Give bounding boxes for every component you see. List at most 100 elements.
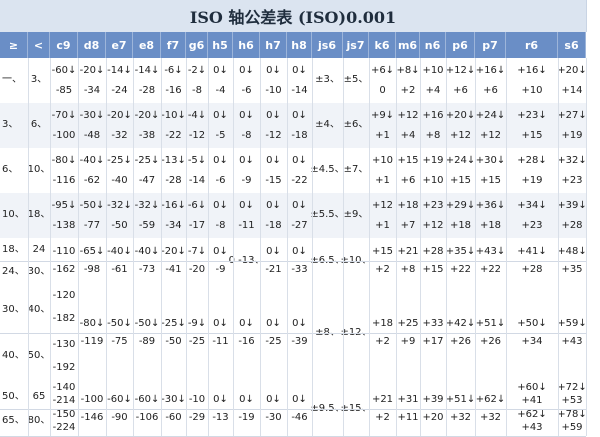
- cell-h6: -16: [238, 336, 255, 347]
- cell-g6: -17: [188, 220, 206, 231]
- column-divider: [208, 58, 209, 436]
- cell-c9: -224: [52, 422, 76, 434]
- cell-g6: -8: [192, 85, 202, 96]
- column-divider: [186, 58, 187, 436]
- cell-m6: +18: [397, 200, 419, 211]
- cell-x: 24、: [2, 265, 25, 277]
- cell-h5: 0↓: [213, 394, 228, 405]
- column-divider: [343, 58, 344, 436]
- column-header-f7: f7: [161, 32, 186, 58]
- cell-c9: -116: [52, 175, 76, 186]
- column-header-js6: js6: [312, 32, 343, 58]
- column-divider: [50, 58, 51, 436]
- cell-p7: +26: [479, 336, 502, 347]
- cell-e8: -59: [138, 220, 156, 231]
- column-divider: [28, 58, 29, 436]
- cell-c9: -130: [52, 338, 76, 350]
- column-divider: [78, 58, 79, 436]
- cell-p6: +18: [449, 220, 472, 231]
- column-header-g6: g6: [186, 32, 208, 58]
- cell-js6: ±5.5、: [310, 209, 345, 220]
- row-band: [0, 193, 586, 238]
- cell-js7: ±6、: [343, 119, 369, 130]
- cell-g6: -14: [188, 175, 206, 186]
- cell-x: 6、: [2, 164, 19, 175]
- cell-n6: +10: [422, 175, 444, 186]
- cell-x: 10、: [27, 164, 51, 175]
- cell-e7: -61: [111, 264, 128, 275]
- cell-h8: 0↓: [292, 155, 307, 166]
- cell-h6: 0↓: [239, 110, 254, 121]
- cell-f7: -50: [165, 336, 182, 347]
- cell-x: 一、: [2, 74, 22, 85]
- cell-d8: -100: [80, 394, 104, 405]
- table-title: ISO 轴公差表 (ISO)0.001: [0, 0, 587, 32]
- cell-k6: +1: [375, 220, 390, 231]
- cell-g6: -6↓: [187, 200, 207, 211]
- cell-p6: +24↓: [445, 155, 476, 166]
- cell-h8: 0↓: [292, 318, 307, 329]
- cell-h6: 0↓: [239, 200, 254, 211]
- cell-x: 24: [32, 244, 46, 256]
- cell-p6: +35↓: [445, 246, 476, 257]
- cell-h8: -33: [291, 264, 308, 275]
- cell-k6: 0: [379, 85, 386, 96]
- cell-h7: 0↓: [266, 65, 281, 76]
- cell-h7: -15: [265, 175, 282, 186]
- cell-x: 40、: [2, 349, 25, 361]
- cell-e8: -14↓: [134, 65, 160, 76]
- cell-m6: +21: [397, 246, 419, 257]
- cell-h6: -11: [238, 220, 255, 231]
- cell-k6: +2: [375, 336, 390, 347]
- cell-e8: -25↓: [134, 155, 160, 166]
- cell-f7: -60: [165, 412, 182, 423]
- cell-e8: -60↓: [134, 394, 160, 405]
- cell-e7: -75: [111, 336, 128, 347]
- column-header-p6: p6: [446, 32, 475, 58]
- cell-d8: -65↓: [79, 246, 105, 257]
- cell-e8: -106: [135, 412, 159, 423]
- cell-f7: -22: [165, 130, 182, 141]
- column-divider: [133, 58, 134, 436]
- column-divider: [233, 58, 234, 436]
- row-divider: [0, 332, 586, 334]
- cell-r6: +16↓: [517, 65, 547, 76]
- cell-e7: -25↓: [107, 155, 132, 166]
- cell-p7: +43↓: [475, 246, 506, 257]
- cell-c9: -214: [52, 395, 76, 407]
- cell-n6: +28: [422, 246, 444, 257]
- column-header-lt: <: [28, 32, 50, 58]
- cell-s6: +59: [561, 422, 583, 434]
- cell-h5: 0↓: [213, 110, 228, 121]
- cell-s6: +14: [561, 85, 583, 96]
- cell-f7: -16: [165, 85, 182, 96]
- cell-p7: +12: [479, 130, 502, 141]
- cell-f7: -20↓: [161, 246, 186, 257]
- cell-r6: +34↓: [517, 200, 547, 211]
- cell-g6: -4↓: [187, 110, 207, 121]
- cell-p7: +22: [479, 264, 502, 275]
- cell-js6: ±4、: [315, 119, 340, 130]
- cell-s6: +32↓: [557, 155, 587, 166]
- cell-h7: 0↓: [266, 155, 281, 166]
- cell-s6: +72↓: [557, 382, 587, 394]
- cell-e7: -40↓: [107, 246, 132, 257]
- cell-e7: -24: [111, 85, 128, 96]
- cell-x: 3、: [2, 119, 19, 130]
- cell-h5: 0↓: [213, 318, 228, 329]
- cell-p7: +16↓: [475, 65, 506, 76]
- column-divider: [369, 58, 370, 436]
- column-header-p7: p7: [475, 32, 506, 58]
- cell-r6: +10: [521, 85, 543, 96]
- cell-s6: +59↓: [557, 318, 587, 329]
- column-header-k6: k6: [369, 32, 396, 58]
- cell-h7: -12: [265, 130, 282, 141]
- cell-p6: +29↓: [445, 200, 476, 211]
- column-header-s6: s6: [558, 32, 586, 58]
- column-divider: [312, 58, 313, 436]
- cell-h5: 0↓: [213, 246, 228, 257]
- cell-d8: -20↓: [79, 65, 105, 76]
- cell-e8: -40↓: [134, 246, 160, 257]
- cell-d8: -98: [83, 264, 101, 275]
- cell-g6: -29: [188, 412, 206, 423]
